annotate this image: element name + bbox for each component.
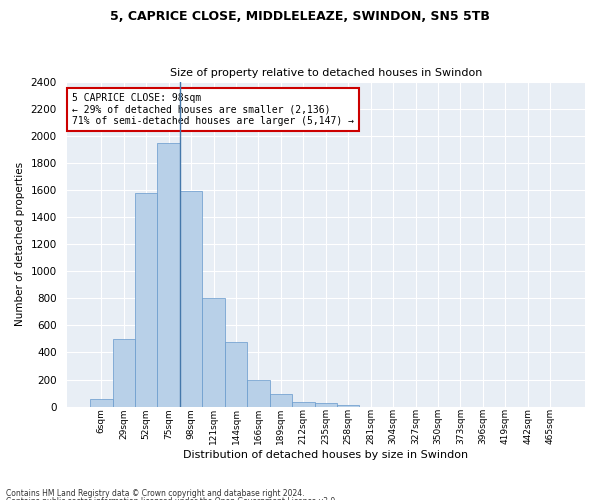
Bar [135,192,157,406]
Title: Size of property relative to detached houses in Swindon: Size of property relative to detached ho… [170,68,482,78]
Text: 5, CAPRICE CLOSE, MIDDLELEAZE, SWINDON, SN5 5TB: 5, CAPRICE CLOSE, MIDDLELEAZE, SWINDON, … [110,10,490,23]
Bar [90,398,113,406]
Text: 5 CAPRICE CLOSE: 98sqm
← 29% of detached houses are smaller (2,136)
71% of semi-: 5 CAPRICE CLOSE: 98sqm ← 29% of detached… [72,93,354,126]
Bar [292,402,314,406]
Bar [269,394,292,406]
Y-axis label: Number of detached properties: Number of detached properties [15,162,25,326]
Bar [202,298,225,406]
Text: Contains public sector information licensed under the Open Government Licence v3: Contains public sector information licen… [6,497,338,500]
Bar [247,380,269,406]
Text: Contains HM Land Registry data © Crown copyright and database right 2024.: Contains HM Land Registry data © Crown c… [6,488,305,498]
Bar [225,342,247,406]
X-axis label: Distribution of detached houses by size in Swindon: Distribution of detached houses by size … [183,450,469,460]
Bar [113,339,135,406]
Bar [180,192,202,406]
Bar [337,404,359,406]
Bar [314,404,337,406]
Bar [157,142,180,406]
